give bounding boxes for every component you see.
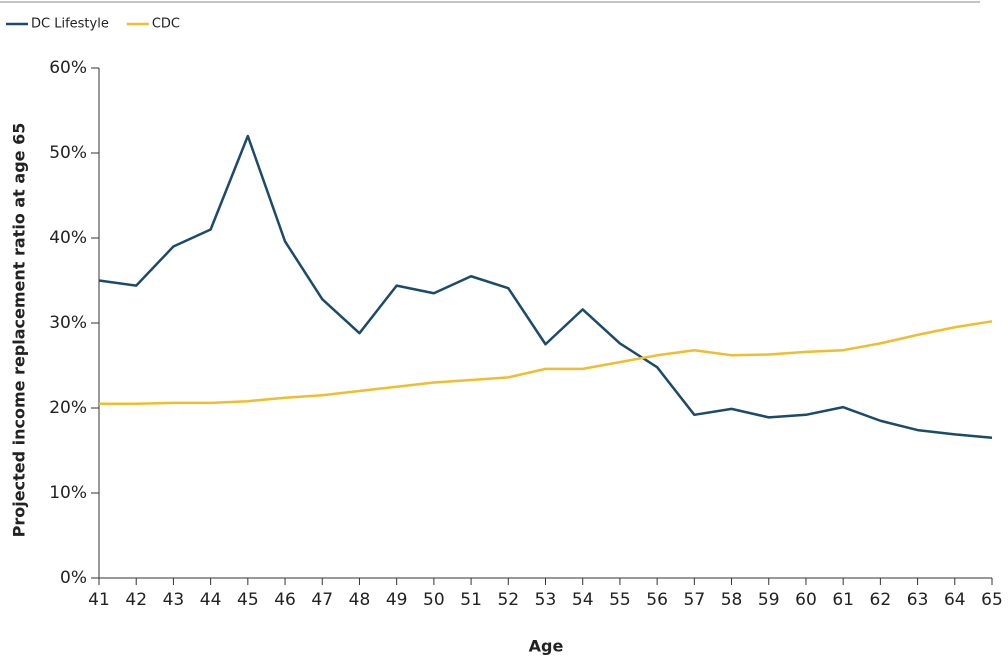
x-tick-label: 62 <box>870 590 892 610</box>
x-tick-label: 43 <box>163 590 185 610</box>
x-tick-label: 51 <box>460 590 482 610</box>
x-tick-label: 57 <box>684 590 706 610</box>
line-series <box>98 134 993 439</box>
x-tick-label: 45 <box>237 590 259 610</box>
x-tick-label: 49 <box>386 590 408 610</box>
x-tick-label: 47 <box>311 590 333 610</box>
y-tick-label: 60% <box>49 58 87 78</box>
y-tick-label: 10% <box>49 483 87 503</box>
x-tick-label: 41 <box>88 590 110 610</box>
legend-label: CDC <box>152 17 180 32</box>
y-tick-label: 40% <box>49 228 87 248</box>
y-tick-label: 30% <box>49 313 87 333</box>
y-tick-label: 0% <box>60 568 87 588</box>
x-tick-label: 61 <box>832 590 854 610</box>
y-axis-title: Projected income replacement ratio at ag… <box>10 123 29 538</box>
legend-label: DC Lifestyle <box>31 17 109 32</box>
x-tick-label: 48 <box>349 590 371 610</box>
x-axis-title: Age <box>529 637 564 656</box>
x-tick-label: 46 <box>274 590 296 610</box>
x-tick-label: 60 <box>795 590 817 610</box>
x-tick-label: 63 <box>907 590 929 610</box>
x-tick-label: 55 <box>609 590 631 610</box>
x-tick-label: 65 <box>981 590 1003 610</box>
x-tick-label: 58 <box>721 590 743 610</box>
x-tick-label: 54 <box>572 590 594 610</box>
x-tick-label: 42 <box>125 590 147 610</box>
x-tick-label: 44 <box>200 590 222 610</box>
y-tick-label: 20% <box>49 398 87 418</box>
x-tick-label: 59 <box>758 590 780 610</box>
x-tick-label: 56 <box>646 590 668 610</box>
x-tick-label: 53 <box>535 590 557 610</box>
y-tick-label: 50% <box>49 143 87 163</box>
line-series <box>99 320 993 405</box>
x-tick-label: 52 <box>497 590 519 610</box>
x-tick-label: 64 <box>944 590 966 610</box>
x-tick-label: 50 <box>423 590 445 610</box>
